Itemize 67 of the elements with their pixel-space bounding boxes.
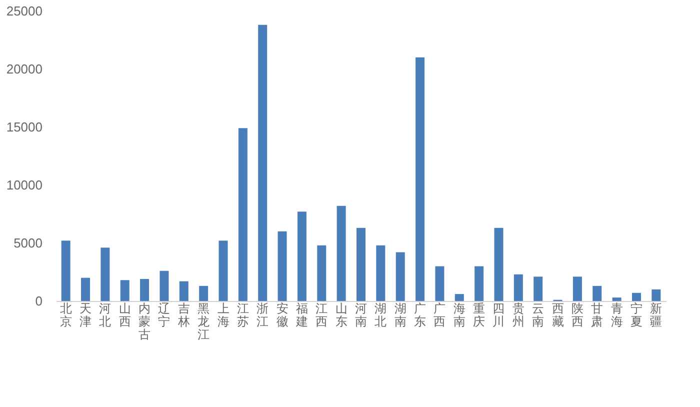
y-tick-label: 15000 — [6, 120, 42, 134]
bar — [474, 266, 484, 301]
bar — [278, 231, 287, 301]
x-tick-label: 河南 — [355, 302, 367, 328]
bar — [396, 252, 405, 301]
x-tick-label: 黑龙江 — [198, 302, 210, 342]
bar — [100, 248, 110, 301]
y-tick-label: 5000 — [14, 236, 42, 250]
bar — [632, 292, 641, 301]
x-tick-label: 陕西 — [571, 302, 584, 328]
x-tick-label: 天津 — [80, 302, 92, 328]
x-tick-label: 重庆 — [473, 302, 486, 328]
bar — [199, 286, 208, 301]
bar — [160, 270, 169, 301]
x-tick-label: 上海 — [217, 302, 230, 328]
bar — [356, 228, 366, 301]
x-tick-label: 广东 — [414, 302, 426, 328]
x-tick-label: 河北 — [99, 302, 112, 328]
bar — [416, 57, 425, 301]
x-tick-label: 甘肃 — [591, 302, 604, 328]
x-tick-label: 青海 — [610, 302, 623, 328]
bar — [238, 128, 248, 301]
x-tick-label: 西藏 — [552, 302, 564, 328]
x-tick-label: 山西 — [118, 302, 131, 328]
bar — [61, 240, 70, 301]
bar — [454, 294, 464, 301]
bar — [317, 245, 326, 301]
bar — [514, 274, 523, 301]
x-tick-label: 湖北 — [374, 302, 387, 328]
bar — [592, 286, 602, 301]
x-tick-label: 辽宁 — [158, 302, 170, 328]
x-tick-label: 内蒙古 — [138, 302, 151, 342]
x-tick-label: 海南 — [453, 302, 466, 328]
bar — [179, 281, 188, 301]
x-tick-label: 江苏 — [236, 302, 249, 328]
x-tick-label: 浙江 — [256, 302, 269, 328]
x-tick-label: 福建 — [294, 302, 308, 328]
bar — [612, 298, 622, 301]
bar — [376, 245, 386, 301]
bar — [120, 280, 130, 301]
y-tick-label: 0 — [35, 294, 42, 308]
bar — [140, 278, 150, 301]
y-tick-label: 25000 — [6, 4, 42, 18]
bar — [258, 24, 268, 301]
bar — [534, 276, 543, 301]
bar — [494, 228, 504, 301]
y-tick-label: 10000 — [6, 178, 42, 192]
bar — [81, 278, 90, 301]
x-tick-label: 宁夏 — [630, 302, 642, 328]
bar — [336, 206, 346, 301]
x-tick-label: 北京 — [60, 302, 72, 328]
x-tick-label: 湖南 — [394, 302, 406, 328]
x-tick-label: 云南 — [532, 302, 544, 328]
x-tick-label: 四川 — [492, 302, 505, 328]
bar — [572, 276, 582, 301]
y-tick-label: 20000 — [6, 62, 42, 76]
x-tick-label: 江西 — [316, 302, 328, 328]
x-tick-label: 山东 — [335, 302, 348, 328]
x-tick-label: 新疆 — [650, 302, 662, 328]
x-tick-label: 安徽 — [276, 302, 288, 328]
bar — [435, 266, 444, 301]
x-tick-label: 广西 — [434, 302, 446, 328]
bar — [297, 212, 306, 301]
x-tick-label: 贵州 — [512, 302, 524, 328]
bar — [652, 289, 661, 301]
x-tick-label: 吉林 — [176, 302, 190, 328]
bar — [218, 240, 228, 301]
